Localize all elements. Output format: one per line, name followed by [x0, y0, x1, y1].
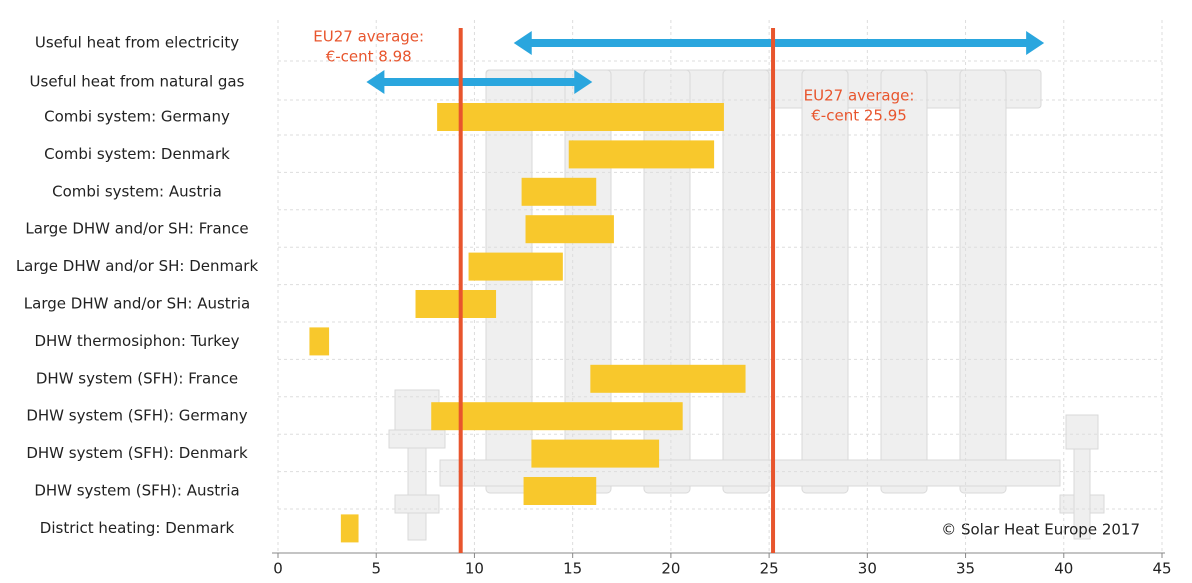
- category-label: Large DHW and/or SH: Denmark: [16, 257, 259, 275]
- x-tick-label: 45: [1152, 560, 1171, 578]
- category-label: District heating: Denmark: [40, 519, 235, 537]
- category-label: Useful heat from natural gas: [30, 73, 245, 91]
- bar: [340, 514, 359, 543]
- x-tick-label: 5: [371, 560, 381, 578]
- x-tick-label: 35: [956, 560, 975, 578]
- x-tick-label: 0: [273, 560, 283, 578]
- category-label: Combi system: Germany: [44, 108, 230, 126]
- reference-label: EU27 average:: [313, 28, 424, 46]
- category-label: Combi system: Denmark: [44, 145, 230, 163]
- category-label: DHW system (SFH): Austria: [34, 482, 239, 500]
- bar: [590, 364, 746, 393]
- bar: [468, 252, 563, 281]
- category-label: Large DHW and/or SH: Austria: [24, 295, 250, 313]
- category-label: DHW system (SFH): Germany: [26, 407, 247, 425]
- bar: [521, 177, 597, 206]
- bar: [568, 140, 715, 169]
- reference-label: €-cent 25.95: [811, 107, 907, 125]
- category-label: DHW system (SFH): France: [36, 369, 238, 387]
- x-tick-label: 40: [1054, 560, 1073, 578]
- range-arrow: [513, 31, 1045, 55]
- x-tick-label: 10: [465, 560, 484, 578]
- bar: [523, 477, 597, 505]
- x-tick-label: 15: [563, 560, 582, 578]
- x-tick-label: 25: [760, 560, 779, 578]
- x-tick-label: 30: [858, 560, 877, 578]
- category-label: DHW thermosiphon: Turkey: [34, 332, 239, 350]
- bar: [531, 439, 660, 468]
- reference-label: EU27 average:: [804, 87, 915, 105]
- range-arrow: [366, 70, 593, 94]
- bar: [437, 103, 724, 131]
- x-tick-label: 20: [661, 560, 680, 578]
- source: © Solar Heat Europe 2017: [941, 521, 1140, 539]
- category-label: Useful heat from electricity: [35, 34, 239, 52]
- category-label: Large DHW and/or SH: France: [25, 220, 248, 238]
- bar: [431, 402, 683, 431]
- category-label: Combi system: Austria: [52, 182, 222, 200]
- reference-label: €-cent 8.98: [326, 48, 412, 66]
- bar: [309, 327, 330, 356]
- bar: [415, 290, 497, 318]
- bar: [525, 215, 614, 244]
- category-label: DHW system (SFH): Denmark: [26, 444, 248, 462]
- radiator-illustration: [388, 69, 1105, 541]
